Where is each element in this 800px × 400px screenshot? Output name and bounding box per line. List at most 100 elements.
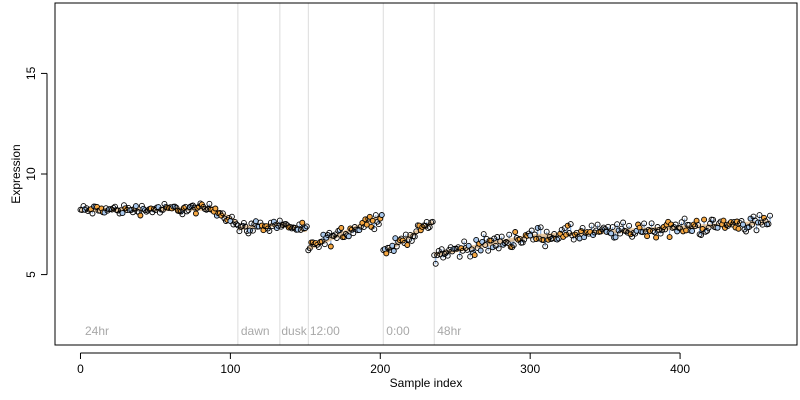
- data-point: [579, 224, 586, 231]
- data-point: [234, 222, 241, 229]
- data-point: [372, 212, 379, 219]
- x-tick-label: 0: [77, 362, 84, 376]
- data-point: [564, 222, 571, 229]
- data-point: [615, 227, 622, 234]
- data-point: [431, 252, 438, 259]
- data-point: [740, 221, 746, 228]
- time-annotation-0: 24hr: [85, 324, 109, 338]
- data-point: [734, 218, 740, 225]
- data-point: [240, 219, 247, 226]
- data-point: [567, 221, 574, 228]
- data-point: [698, 232, 705, 238]
- data-point: [137, 212, 144, 219]
- time-annotations: 24hr dawn dusk 12:00 0:00 48hr: [85, 324, 461, 338]
- data-point: [327, 243, 334, 250]
- data-point: [477, 247, 484, 254]
- data-point: [338, 224, 345, 231]
- data-point: [756, 212, 763, 219]
- data-point: [366, 213, 373, 220]
- data-point: [89, 210, 96, 217]
- data-point: [480, 231, 487, 238]
- data-point: [692, 223, 699, 230]
- x-axis-label: Sample index: [390, 376, 463, 390]
- time-annotation-2: dusk: [281, 324, 307, 338]
- data-point: [644, 233, 651, 240]
- data-point: [299, 219, 306, 226]
- time-dividers: [237, 3, 435, 345]
- data-point: [321, 241, 328, 248]
- data-point: [435, 247, 442, 254]
- data-point: [276, 217, 283, 224]
- data-point: [183, 208, 190, 215]
- fit-line: [279, 222, 308, 233]
- data-point: [506, 231, 513, 238]
- data-point: [456, 253, 463, 260]
- data-point: [672, 221, 679, 228]
- data-point: [461, 238, 468, 245]
- y-axis-label: Expression: [9, 144, 23, 203]
- data-point: [588, 222, 595, 229]
- data-point: [749, 221, 755, 228]
- data-point: [504, 240, 511, 247]
- y-tick-label: 10: [24, 167, 38, 181]
- data-point: [411, 233, 418, 240]
- time-annotation-5: 48hr: [437, 324, 461, 338]
- data-point: [765, 221, 772, 227]
- x-tick-label: 100: [220, 362, 240, 376]
- data-point: [651, 229, 658, 236]
- x-tick-label: 400: [670, 362, 690, 376]
- data-point: [306, 245, 313, 252]
- data-point: [677, 225, 684, 232]
- data-point: [303, 223, 310, 230]
- data-point: [620, 219, 627, 226]
- data-point: [266, 228, 273, 234]
- data-point: [390, 248, 397, 254]
- data-point: [212, 205, 219, 212]
- data-point: [641, 220, 648, 227]
- data-point: [425, 225, 432, 232]
- data-point: [429, 218, 436, 225]
- data-point: [233, 221, 240, 228]
- data-point: [333, 235, 340, 241]
- data-point: [498, 233, 505, 240]
- data-point: [753, 227, 760, 234]
- data-point: [608, 230, 615, 237]
- data-point: [375, 221, 382, 228]
- data-point: [315, 244, 322, 251]
- data-point: [482, 242, 489, 248]
- data-point: [704, 227, 711, 234]
- data-point: [473, 236, 480, 243]
- data-point: [648, 220, 655, 227]
- data-point: [332, 231, 339, 238]
- data-point: [402, 231, 409, 238]
- data-point: [228, 213, 235, 220]
- time-annotation-3: 12:00: [310, 324, 340, 338]
- data-point: [179, 211, 186, 218]
- data-point: [119, 210, 126, 217]
- data-point: [720, 217, 727, 224]
- data-point: [519, 239, 526, 246]
- data-point: [383, 250, 390, 257]
- data-point: [489, 244, 496, 251]
- data-point: [437, 251, 444, 258]
- data-point: [701, 216, 708, 223]
- data-point: [441, 251, 448, 257]
- data-point: [543, 228, 550, 235]
- data-point: [614, 221, 621, 228]
- data-point: [444, 252, 451, 259]
- data-point: [767, 212, 773, 219]
- data-point: [239, 222, 246, 229]
- data-point: [501, 240, 508, 246]
- x-tick-label: 200: [370, 362, 390, 376]
- data-point: [666, 234, 673, 241]
- data-point: [192, 210, 199, 217]
- data-point: [161, 200, 168, 207]
- data-point: [650, 228, 657, 234]
- data-point: [653, 234, 660, 241]
- y-tick-label: 15: [24, 66, 38, 80]
- data-point: [681, 215, 688, 222]
- time-annotation-4: 0:00: [386, 324, 410, 338]
- data-point: [345, 233, 352, 240]
- data-point: [623, 228, 630, 235]
- data-point: [438, 246, 445, 253]
